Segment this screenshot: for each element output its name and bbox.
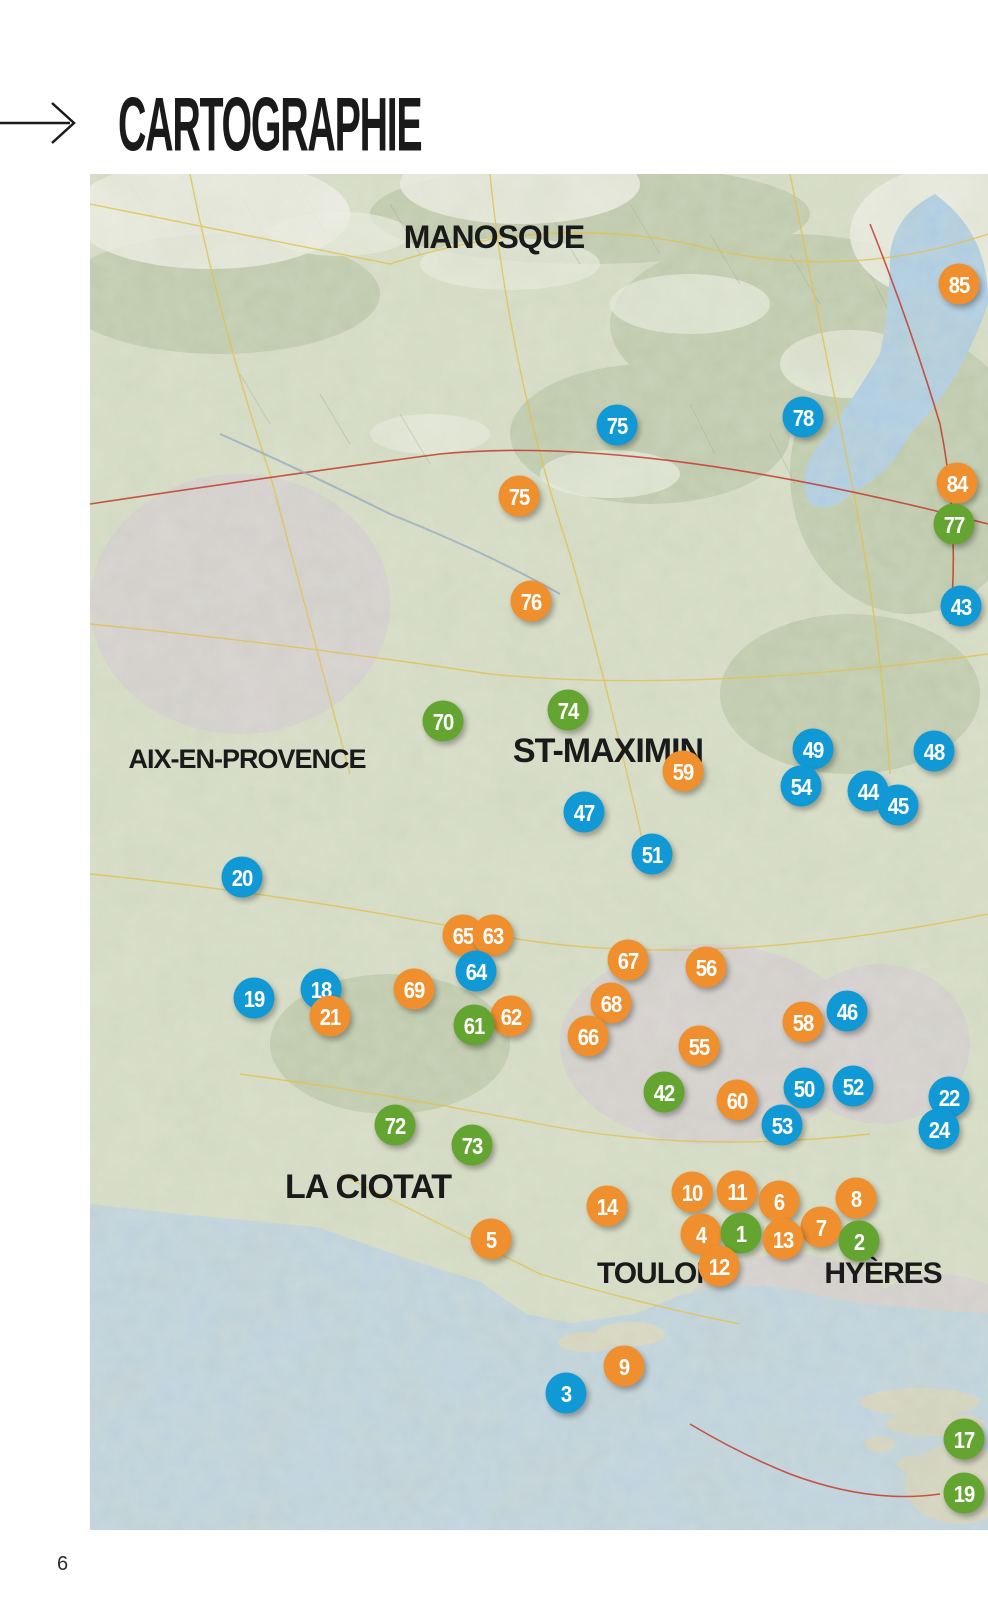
svg-text:77: 77	[944, 512, 965, 539]
svg-text:58: 58	[793, 1010, 814, 1037]
svg-text:69: 69	[404, 977, 425, 1004]
svg-text:54: 54	[791, 774, 812, 801]
svg-text:43: 43	[951, 594, 972, 621]
svg-text:76: 76	[521, 589, 542, 616]
svg-text:4: 4	[696, 1222, 707, 1249]
svg-text:22: 22	[939, 1085, 960, 1112]
svg-text:12: 12	[709, 1254, 730, 1281]
svg-text:48: 48	[924, 739, 945, 766]
svg-text:21: 21	[320, 1004, 341, 1031]
svg-text:84: 84	[947, 471, 968, 498]
svg-text:11: 11	[727, 1179, 747, 1206]
svg-text:61: 61	[464, 1013, 485, 1040]
svg-text:78: 78	[793, 405, 814, 432]
svg-text:60: 60	[727, 1088, 748, 1115]
svg-text:68: 68	[601, 991, 622, 1018]
svg-text:53: 53	[772, 1113, 793, 1140]
svg-text:85: 85	[949, 272, 970, 299]
svg-text:MANOSQUE: MANOSQUE	[404, 219, 585, 255]
svg-text:62: 62	[501, 1004, 522, 1031]
svg-text:65: 65	[453, 923, 474, 950]
svg-text:19: 19	[244, 986, 265, 1013]
svg-text:5: 5	[486, 1227, 497, 1254]
svg-text:6: 6	[774, 1189, 785, 1216]
svg-text:1: 1	[736, 1221, 747, 1248]
svg-text:45: 45	[888, 793, 909, 820]
svg-text:20: 20	[232, 865, 253, 892]
svg-text:10: 10	[682, 1180, 703, 1207]
svg-text:2: 2	[854, 1229, 865, 1256]
svg-text:7: 7	[816, 1215, 827, 1242]
svg-text:75: 75	[607, 413, 628, 440]
svg-text:72: 72	[385, 1113, 406, 1140]
svg-text:44: 44	[858, 779, 879, 806]
svg-text:55: 55	[689, 1034, 710, 1061]
svg-text:13: 13	[773, 1227, 794, 1254]
svg-text:46: 46	[837, 999, 858, 1026]
svg-text:LA CIOTAT: LA CIOTAT	[285, 1168, 452, 1206]
svg-text:56: 56	[696, 955, 717, 982]
svg-text:19: 19	[954, 1481, 975, 1508]
svg-text:51: 51	[642, 842, 663, 869]
svg-text:17: 17	[954, 1427, 975, 1454]
svg-text:70: 70	[433, 709, 454, 736]
svg-text:14: 14	[597, 1194, 618, 1221]
svg-text:73: 73	[462, 1133, 483, 1160]
svg-text:9: 9	[619, 1354, 630, 1381]
svg-text:42: 42	[654, 1080, 675, 1107]
svg-text:67: 67	[618, 948, 639, 975]
svg-text:66: 66	[578, 1024, 599, 1051]
svg-text:47: 47	[574, 800, 595, 827]
svg-text:63: 63	[483, 923, 504, 950]
svg-text:AIX-EN-PROVENCE: AIX-EN-PROVENCE	[128, 744, 365, 774]
svg-text:75: 75	[509, 484, 530, 511]
svg-text:3: 3	[561, 1381, 572, 1408]
svg-text:59: 59	[673, 759, 694, 786]
svg-text:52: 52	[843, 1074, 864, 1101]
svg-text:50: 50	[794, 1076, 815, 1103]
svg-text:HYÈRES: HYÈRES	[824, 1256, 941, 1290]
svg-text:24: 24	[929, 1117, 950, 1144]
svg-text:49: 49	[803, 737, 824, 764]
svg-text:8: 8	[851, 1186, 862, 1213]
svg-text:74: 74	[558, 698, 579, 725]
svg-text:64: 64	[466, 959, 487, 986]
